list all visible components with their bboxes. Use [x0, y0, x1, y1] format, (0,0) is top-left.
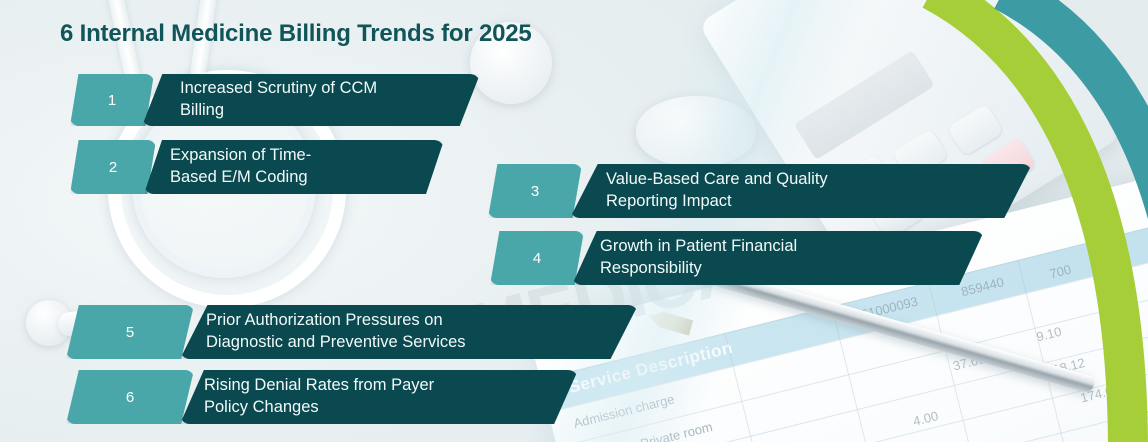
trend-label-4: Growth in Patient Financial Responsibili…: [600, 237, 798, 277]
trend-bar-3: Value-Based Care and Quality Reporting I…: [570, 164, 1032, 218]
trend-number-4: 4: [532, 249, 542, 267]
trend-number-1: 1: [107, 91, 117, 109]
arc-green: [922, 0, 1148, 442]
trend-number-badge-3: 3: [488, 164, 582, 218]
trend-number-badge-4: 4: [490, 231, 584, 285]
trend-number-5: 5: [125, 323, 135, 341]
trend-bar-1: Increased Scrutiny of CCM Billing: [142, 74, 480, 126]
trend-row-1: 1 Increased Scrutiny of CCM Billing: [70, 74, 480, 126]
page-title: 6 Internal Medicine Billing Trends for 2…: [60, 20, 532, 47]
trend-number-badge-5: 5: [66, 305, 194, 359]
trend-row-2: 2 Expansion of Time- Based E/M Coding: [70, 140, 444, 194]
decorative-arcs: [922, 0, 1148, 442]
trend-number-3: 3: [530, 182, 540, 200]
arc-teal: [994, 0, 1148, 220]
trend-row-3: 3 Value-Based Care and Quality Reporting…: [488, 164, 1032, 218]
trend-number-badge-2: 2: [70, 140, 156, 194]
trend-row-4: 4 Growth in Patient Financial Responsibi…: [490, 231, 984, 285]
trend-number-badge-6: 6: [66, 370, 194, 424]
trend-bar-5: Prior Authorization Pressures on Diagnos…: [180, 305, 638, 359]
trend-bar-6: Rising Denial Rates from Payer Policy Ch…: [180, 370, 578, 424]
trend-number-badge-1: 1: [70, 74, 154, 126]
trend-label-3: Value-Based Care and Quality Reporting I…: [606, 170, 828, 210]
trend-label-5: Prior Authorization Pressures on Diagnos…: [206, 311, 466, 351]
trend-row-6: 6 Rising Denial Rates from Payer Policy …: [66, 370, 578, 424]
trend-row-5: 5 Prior Authorization Pressures on Diagn…: [66, 305, 638, 359]
trend-number-2: 2: [108, 158, 118, 176]
trend-label-2: Expansion of Time- Based E/M Coding: [170, 146, 312, 186]
trend-number-6: 6: [125, 388, 135, 406]
trend-label-1: Increased Scrutiny of CCM Billing: [180, 79, 378, 119]
trend-bar-4: Growth in Patient Financial Responsibili…: [572, 231, 984, 285]
trend-label-6: Rising Denial Rates from Payer Policy Ch…: [204, 376, 435, 416]
trend-bar-2: Expansion of Time- Based E/M Coding: [144, 140, 444, 194]
